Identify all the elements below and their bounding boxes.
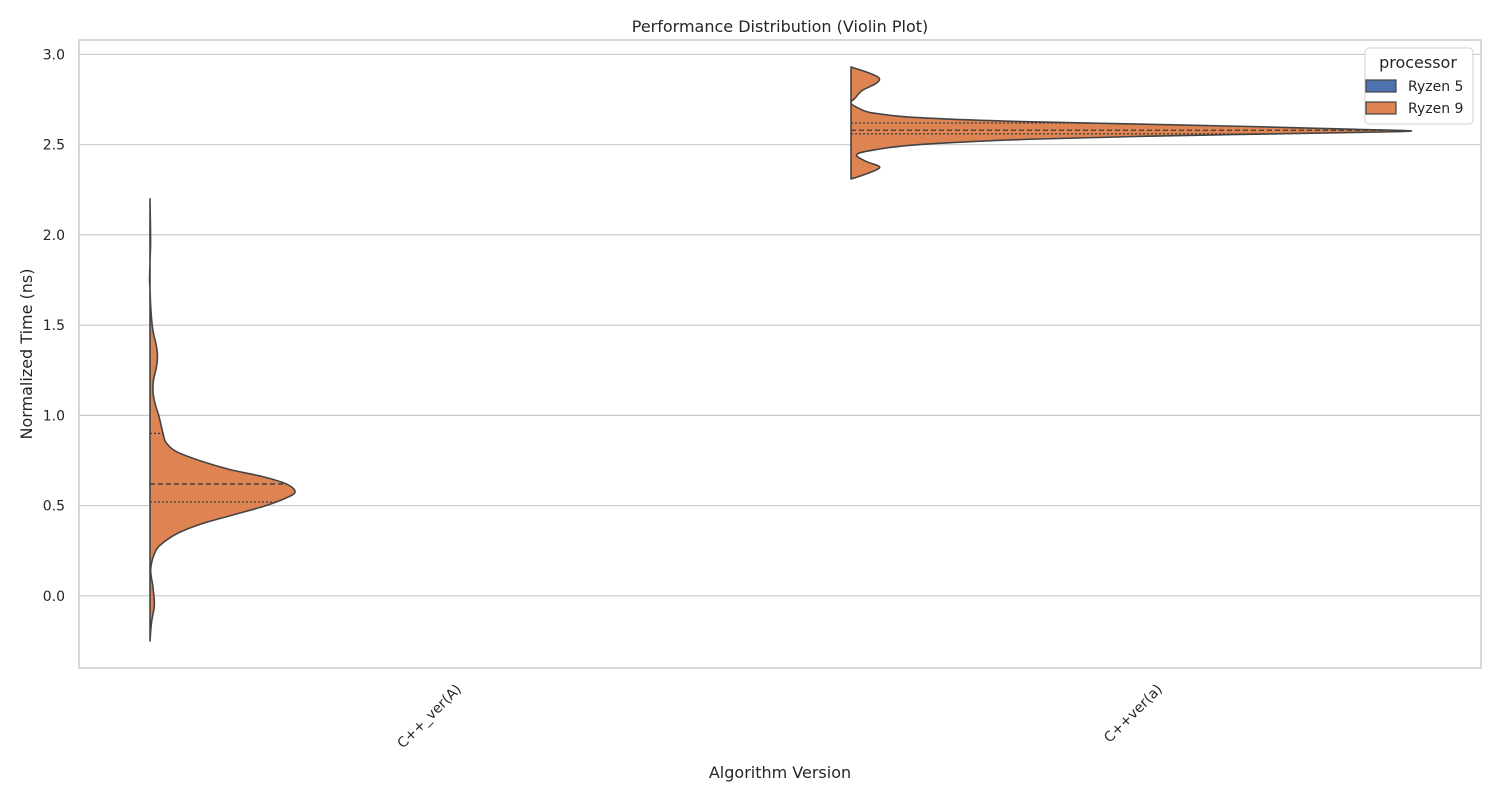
x-axis-label: Algorithm Version: [709, 763, 851, 782]
legend-swatch: [1365, 101, 1397, 115]
y-tick-label: 3.0: [43, 47, 65, 63]
legend-label: Ryzen 5: [1408, 79, 1463, 95]
legend-swatch: [1365, 79, 1397, 93]
chart-title: Performance Distribution (Violin Plot): [632, 17, 929, 36]
legend-label: Ryzen 9: [1408, 101, 1463, 117]
plot-frame: [78, 39, 1482, 669]
violin-0: [148, 198, 296, 642]
x-axis-ticks: C++_ver(A) C++ver(a): [395, 682, 1166, 752]
x-tick-label: C++ver(a): [1101, 682, 1166, 747]
violins: [148, 66, 1412, 642]
legend-title: processor: [1379, 53, 1457, 72]
y-axis-ticks: 0.0 0.5 1.0 1.5 2.0 2.5 3.0: [43, 47, 65, 604]
violin-1: [850, 66, 1412, 180]
x-tick-label: C++_ver(A): [395, 682, 465, 752]
y-axis-label: Normalized Time (ns): [17, 268, 36, 439]
legend: processor Ryzen 5 Ryzen 9: [1364, 47, 1474, 125]
y-tick-label: 1.0: [43, 408, 65, 424]
y-tick-label: 2.5: [43, 138, 65, 154]
grid: [79, 53, 1481, 597]
y-tick-label: 2.0: [43, 228, 65, 244]
y-tick-label: 0.5: [43, 499, 65, 515]
y-tick-label: 1.5: [43, 318, 65, 334]
y-tick-label: 0.0: [43, 589, 65, 605]
